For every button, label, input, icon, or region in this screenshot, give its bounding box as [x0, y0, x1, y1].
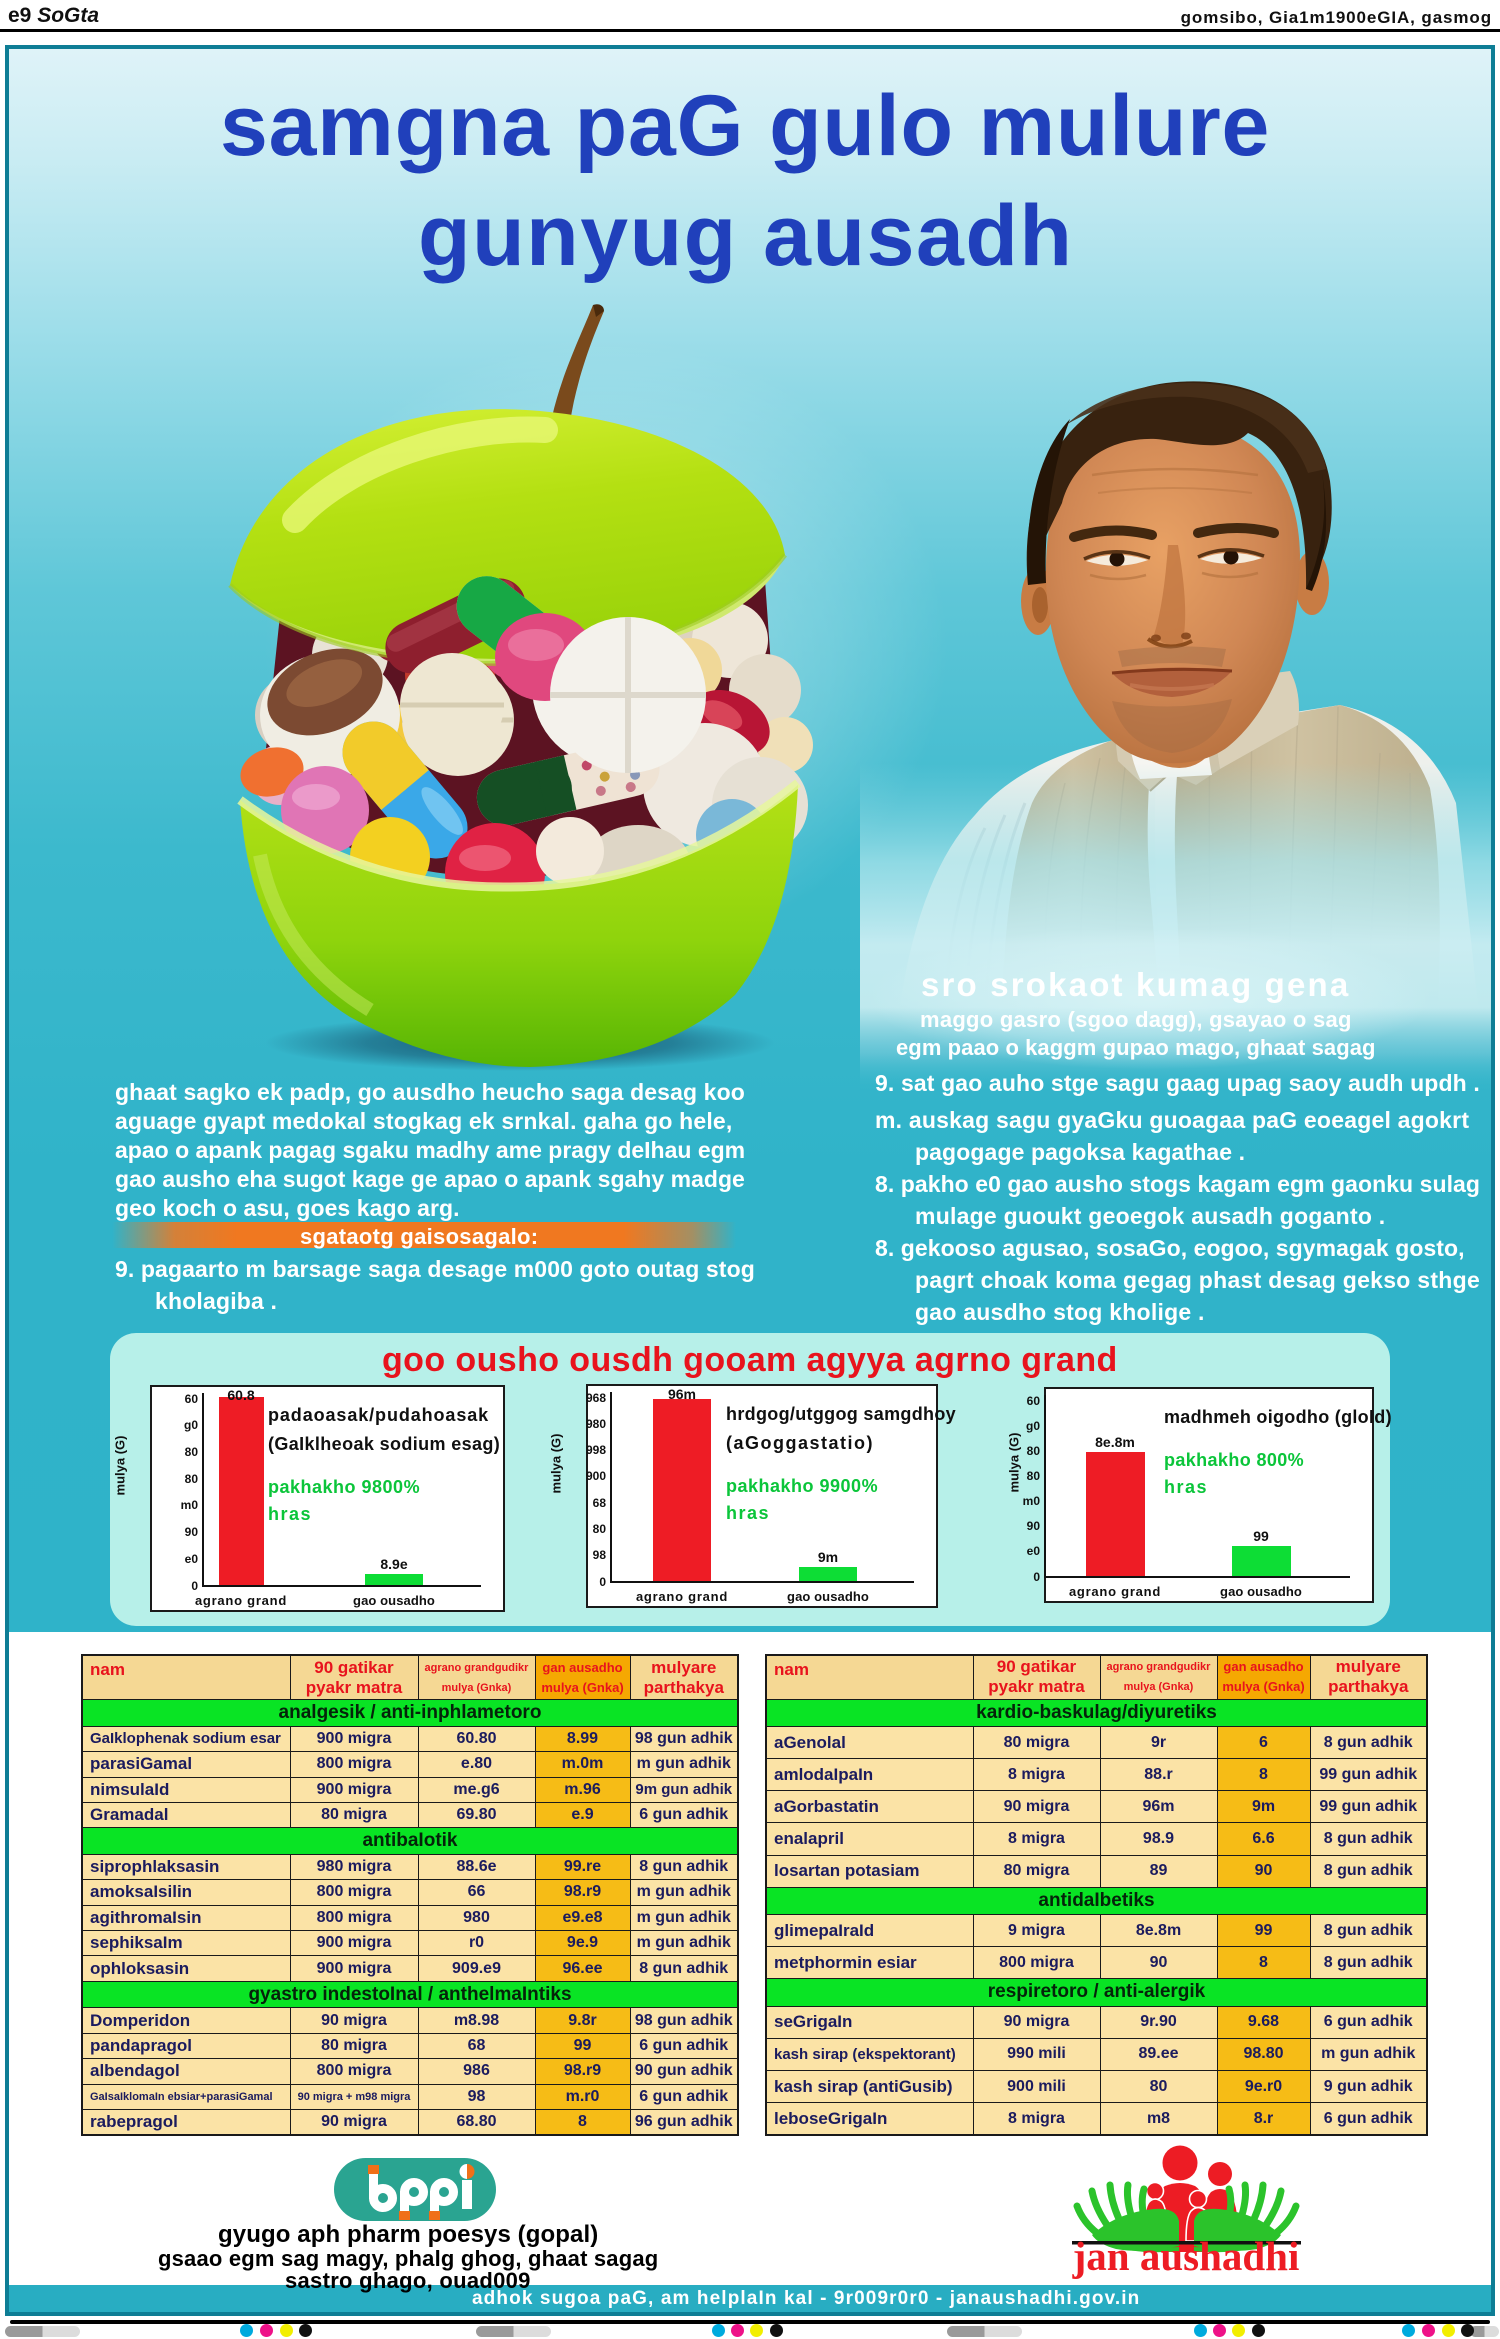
svg-text:jan aushadhi: jan aushadhi [1072, 2233, 1300, 2279]
